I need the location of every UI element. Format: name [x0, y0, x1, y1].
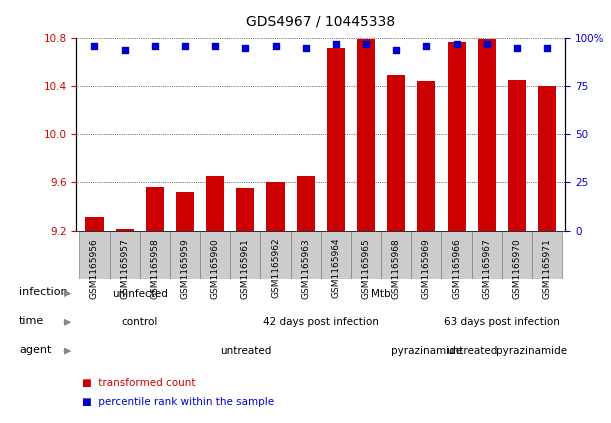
- Point: [452, 41, 461, 47]
- Text: GSM1165958: GSM1165958: [150, 238, 159, 299]
- Bar: [417, 81, 436, 231]
- Point: [241, 44, 251, 51]
- Bar: [86, 217, 103, 231]
- Bar: [115, 229, 134, 231]
- Text: GSM1165961: GSM1165961: [241, 238, 250, 299]
- FancyBboxPatch shape: [442, 231, 472, 279]
- Text: GSM1165962: GSM1165962: [271, 238, 280, 299]
- FancyBboxPatch shape: [502, 231, 532, 279]
- Bar: [327, 48, 345, 231]
- Text: GSM1165957: GSM1165957: [120, 238, 129, 299]
- FancyBboxPatch shape: [321, 231, 351, 279]
- Point: [271, 42, 280, 49]
- Text: GSM1165963: GSM1165963: [301, 238, 310, 299]
- Point: [301, 44, 310, 51]
- Point: [90, 42, 100, 49]
- Point: [120, 46, 130, 53]
- Text: GSM1165970: GSM1165970: [513, 238, 521, 299]
- Text: pyrazinamide: pyrazinamide: [391, 346, 462, 356]
- FancyBboxPatch shape: [411, 231, 442, 279]
- Text: GSM1165966: GSM1165966: [452, 238, 461, 299]
- Bar: [387, 75, 405, 231]
- Text: uninfected: uninfected: [112, 288, 167, 299]
- Text: infection: infection: [19, 287, 68, 297]
- Text: Mtb: Mtb: [371, 288, 391, 299]
- Point: [542, 44, 552, 51]
- Text: ■  percentile rank within the sample: ■ percentile rank within the sample: [82, 397, 274, 407]
- Text: GSM1165956: GSM1165956: [90, 238, 99, 299]
- Bar: [266, 182, 285, 231]
- Text: GSM1165959: GSM1165959: [180, 238, 189, 299]
- Point: [180, 42, 190, 49]
- Text: GSM1165969: GSM1165969: [422, 238, 431, 299]
- Bar: [357, 39, 375, 231]
- Text: GSM1165960: GSM1165960: [211, 238, 220, 299]
- FancyBboxPatch shape: [109, 231, 140, 279]
- Text: untreated: untreated: [446, 346, 497, 356]
- FancyBboxPatch shape: [260, 231, 291, 279]
- FancyBboxPatch shape: [140, 231, 170, 279]
- Point: [482, 41, 492, 47]
- Text: ■  transformed count: ■ transformed count: [82, 378, 196, 388]
- Text: GSM1165971: GSM1165971: [543, 238, 552, 299]
- Bar: [146, 187, 164, 231]
- Bar: [508, 80, 526, 231]
- Text: GSM1165967: GSM1165967: [482, 238, 491, 299]
- Point: [150, 42, 159, 49]
- FancyBboxPatch shape: [170, 231, 200, 279]
- FancyBboxPatch shape: [351, 231, 381, 279]
- Text: GSM1165968: GSM1165968: [392, 238, 401, 299]
- Point: [331, 41, 341, 47]
- Text: GSM1165964: GSM1165964: [331, 238, 340, 299]
- Bar: [478, 39, 496, 231]
- Point: [361, 41, 371, 47]
- Text: GSM1165965: GSM1165965: [362, 238, 370, 299]
- Text: 63 days post infection: 63 days post infection: [444, 317, 560, 327]
- Point: [391, 46, 401, 53]
- Point: [512, 44, 522, 51]
- Bar: [538, 86, 556, 231]
- Text: 42 days post infection: 42 days post infection: [263, 317, 379, 327]
- Text: untreated: untreated: [220, 346, 271, 356]
- Bar: [296, 176, 315, 231]
- Bar: [236, 188, 254, 231]
- Bar: [176, 192, 194, 231]
- Text: time: time: [19, 316, 45, 326]
- Text: GDS4967 / 10445338: GDS4967 / 10445338: [246, 15, 395, 29]
- Text: control: control: [122, 317, 158, 327]
- Bar: [206, 176, 224, 231]
- FancyBboxPatch shape: [381, 231, 411, 279]
- Text: pyrazinamide: pyrazinamide: [496, 346, 568, 356]
- FancyBboxPatch shape: [532, 231, 562, 279]
- Point: [422, 42, 431, 49]
- FancyBboxPatch shape: [291, 231, 321, 279]
- FancyBboxPatch shape: [472, 231, 502, 279]
- FancyBboxPatch shape: [79, 231, 109, 279]
- FancyBboxPatch shape: [230, 231, 260, 279]
- FancyBboxPatch shape: [200, 231, 230, 279]
- Point: [210, 42, 220, 49]
- Text: agent: agent: [19, 345, 51, 354]
- Bar: [447, 42, 466, 231]
